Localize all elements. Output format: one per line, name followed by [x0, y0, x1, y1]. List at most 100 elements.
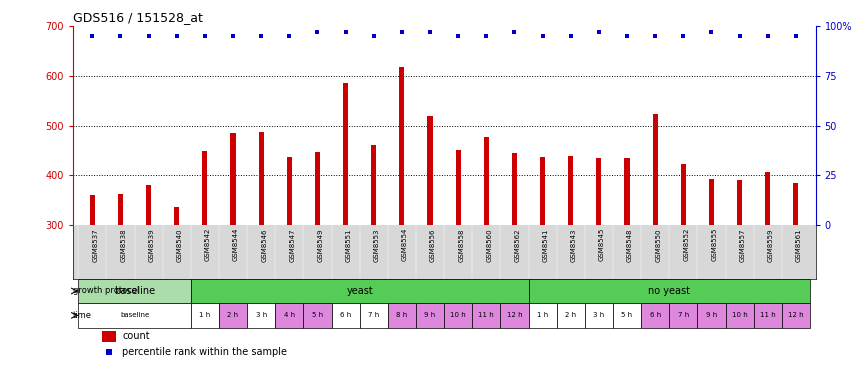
Bar [528, 303, 556, 328]
Point [732, 33, 746, 38]
Text: GSM8560: GSM8560 [485, 228, 491, 262]
Bar [275, 303, 303, 328]
Bar [584, 303, 612, 328]
Bar [399, 67, 404, 225]
Point [142, 33, 155, 38]
Bar [752, 303, 780, 328]
Text: 1 h: 1 h [537, 313, 548, 318]
Bar [792, 183, 798, 225]
Text: GSM8550: GSM8550 [654, 228, 660, 262]
Text: 12 h: 12 h [506, 313, 522, 318]
Text: 11 h: 11 h [759, 313, 775, 318]
Text: 8 h: 8 h [396, 313, 407, 318]
Point [367, 33, 380, 38]
Text: GSM8547: GSM8547 [289, 228, 295, 262]
Point [788, 33, 802, 38]
Point [647, 33, 661, 38]
Text: GSM8553: GSM8553 [374, 228, 380, 262]
Text: 1 h: 1 h [199, 313, 210, 318]
Text: no yeast: no yeast [647, 286, 689, 296]
Text: GSM8561: GSM8561 [795, 228, 801, 262]
Bar [387, 303, 415, 328]
Text: baseline: baseline [119, 313, 149, 318]
Bar [641, 303, 669, 328]
Text: 7 h: 7 h [368, 313, 379, 318]
Bar [331, 303, 359, 328]
Text: count: count [122, 331, 150, 341]
Point [704, 29, 717, 34]
Text: GSM8537: GSM8537 [92, 228, 98, 262]
Text: GSM8555: GSM8555 [711, 228, 717, 261]
Text: GSM8559: GSM8559 [767, 228, 773, 262]
Bar [247, 303, 275, 328]
Text: GSM8545: GSM8545 [598, 228, 604, 261]
Bar [218, 303, 247, 328]
Bar [652, 114, 657, 225]
Bar [359, 303, 387, 328]
Text: 11 h: 11 h [478, 313, 494, 318]
Bar [174, 207, 179, 225]
Point [170, 33, 183, 38]
Text: 3 h: 3 h [255, 313, 266, 318]
Bar [444, 303, 472, 328]
Bar [780, 303, 809, 328]
Text: 2 h: 2 h [227, 313, 238, 318]
Bar [315, 152, 320, 225]
Bar [90, 195, 95, 225]
Bar [415, 303, 444, 328]
Point [395, 29, 409, 34]
Point [226, 33, 240, 38]
Text: 12 h: 12 h [787, 313, 803, 318]
Bar [567, 156, 572, 225]
Point [591, 29, 605, 34]
Text: 6 h: 6 h [649, 313, 660, 318]
Bar [725, 303, 752, 328]
Bar [500, 303, 528, 328]
Bar [680, 164, 685, 225]
Text: percentile rank within the sample: percentile rank within the sample [122, 347, 287, 357]
Bar [708, 179, 713, 225]
Text: 7 h: 7 h [677, 313, 688, 318]
Bar [371, 145, 376, 225]
Bar [190, 279, 528, 303]
Bar [118, 194, 123, 225]
Bar [764, 172, 769, 225]
Point [507, 29, 520, 34]
Bar [102, 331, 115, 341]
Text: growth protocol: growth protocol [73, 287, 139, 295]
Text: 5 h: 5 h [311, 313, 322, 318]
Point [450, 33, 464, 38]
Bar [539, 157, 544, 225]
Bar [202, 150, 207, 225]
Point [310, 29, 324, 34]
Text: GDS516 / 151528_at: GDS516 / 151528_at [73, 11, 202, 25]
Bar [230, 133, 235, 225]
Point [339, 29, 352, 34]
Text: GSM8548: GSM8548 [626, 228, 632, 262]
Text: baseline: baseline [113, 286, 155, 296]
Bar [258, 132, 264, 225]
Text: GSM8542: GSM8542 [205, 228, 211, 261]
Text: GSM8549: GSM8549 [317, 228, 323, 262]
Text: 4 h: 4 h [283, 313, 294, 318]
Point [85, 33, 99, 38]
Text: 5 h: 5 h [621, 313, 632, 318]
Text: GSM8540: GSM8540 [177, 228, 183, 262]
Text: GSM8541: GSM8541 [542, 228, 548, 262]
Bar [146, 186, 151, 225]
Text: time: time [73, 311, 92, 320]
Text: 2 h: 2 h [565, 313, 576, 318]
Bar [736, 180, 741, 225]
Point [282, 33, 296, 38]
Point [676, 33, 689, 38]
Text: GSM8544: GSM8544 [233, 228, 239, 261]
Bar [528, 279, 809, 303]
Bar [287, 157, 292, 225]
Bar [472, 303, 500, 328]
Point [563, 33, 577, 38]
Text: 10 h: 10 h [731, 313, 746, 318]
Bar [624, 158, 629, 225]
Bar [483, 137, 488, 225]
Text: GSM8562: GSM8562 [514, 228, 519, 262]
Text: 6 h: 6 h [339, 313, 351, 318]
